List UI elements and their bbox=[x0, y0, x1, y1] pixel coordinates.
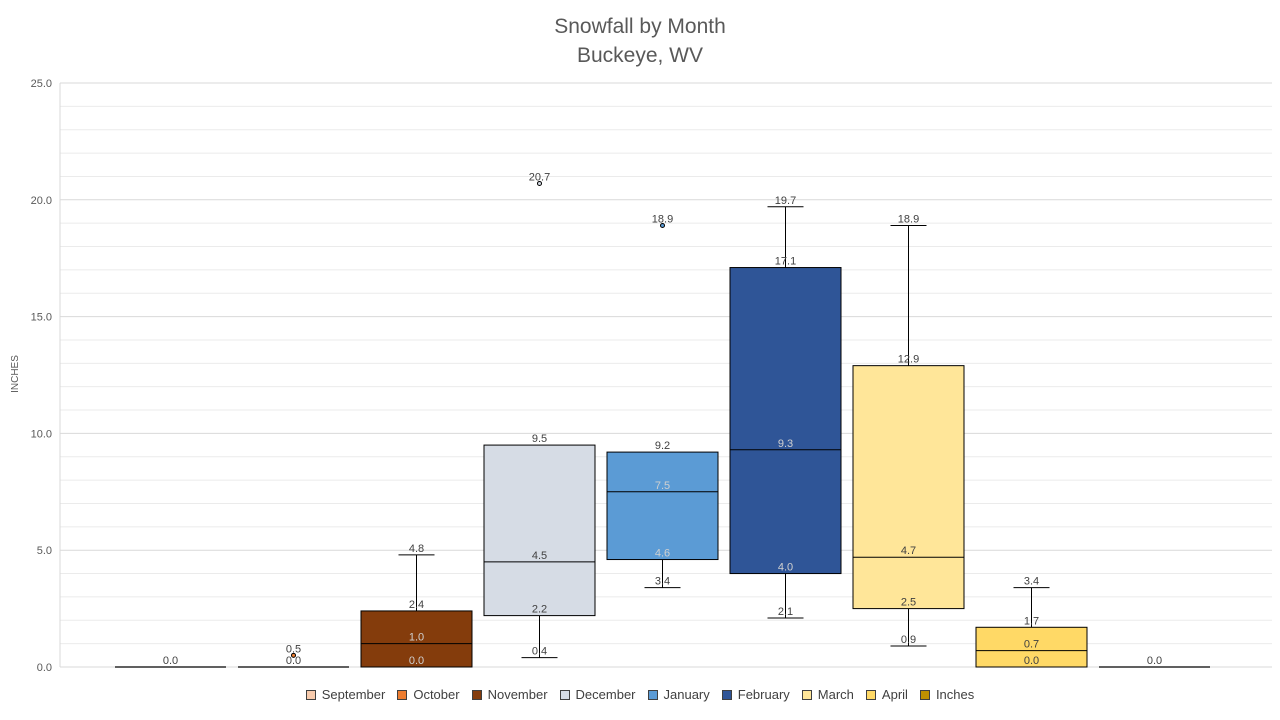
data-label: 0.9 bbox=[901, 634, 916, 646]
data-label: 18.9 bbox=[652, 213, 673, 225]
legend-label: Inches bbox=[935, 687, 975, 702]
data-label: 2.1 bbox=[778, 606, 793, 618]
data-label: 2.4 bbox=[409, 599, 424, 611]
box bbox=[360, 610, 473, 668]
data-label: 18.9 bbox=[898, 213, 919, 225]
box-group: 20.7 9.5 4.5 2.2 0.4 bbox=[483, 171, 596, 659]
data-label: 9.5 bbox=[532, 433, 547, 445]
data-label: 4.6 bbox=[655, 548, 670, 560]
chart-subtitle: Buckeye, WV bbox=[576, 44, 704, 67]
legend-item: January bbox=[647, 687, 710, 702]
data-label: 3.4 bbox=[655, 576, 670, 588]
y-tick-label: 10.0 bbox=[31, 428, 52, 440]
legend-label: January bbox=[663, 687, 710, 702]
data-label: 20.7 bbox=[529, 171, 550, 183]
data-label: 0.5 bbox=[286, 643, 301, 655]
data-label: 17.1 bbox=[775, 256, 796, 268]
legend-label: September bbox=[321, 687, 386, 702]
data-label: 4.5 bbox=[532, 550, 547, 562]
legend-item: April bbox=[865, 687, 908, 702]
data-label: 0.0 bbox=[1147, 655, 1162, 667]
box-group: 3.4 1.7 0.7 0.0 bbox=[975, 576, 1088, 668]
legend: September October November December January F… bbox=[0, 687, 1280, 702]
box bbox=[852, 365, 965, 610]
legend-item: November bbox=[471, 687, 548, 702]
outlier-point bbox=[537, 180, 542, 186]
legend-swatch bbox=[471, 689, 482, 700]
box-group: 0.0 bbox=[115, 655, 226, 668]
data-label: 3.4 bbox=[1024, 576, 1039, 588]
legend-swatch bbox=[647, 689, 658, 700]
data-label: 4.8 bbox=[409, 543, 424, 555]
chart-title: Snowfall by Month bbox=[554, 15, 726, 38]
box bbox=[975, 626, 1088, 668]
outlier-point bbox=[660, 222, 665, 228]
data-label: 19.7 bbox=[775, 195, 796, 207]
y-axis: 0.0 5.0 10.0 15.0 20.0 25.0 bbox=[31, 78, 52, 674]
boxes: 0.00.50.04.82.41.00.020.79.54.52.20.418.… bbox=[115, 171, 1210, 668]
box bbox=[729, 267, 842, 575]
legend-label: December bbox=[575, 687, 636, 702]
data-label: 7.5 bbox=[655, 480, 670, 492]
legend-swatch bbox=[305, 689, 316, 700]
box bbox=[483, 444, 596, 617]
box-group: 18.9 9.2 7.5 4.6 3.4 bbox=[606, 213, 719, 589]
data-label: 4.7 bbox=[901, 545, 916, 557]
data-label: 2.5 bbox=[901, 597, 916, 609]
legend-swatch bbox=[559, 689, 570, 700]
data-label: 1.7 bbox=[1024, 615, 1039, 627]
data-label: 4.0 bbox=[778, 562, 793, 574]
legend-item: September bbox=[305, 687, 386, 702]
box bbox=[606, 451, 719, 561]
box-group: 19.7 17.1 9.3 4.0 2.1 bbox=[729, 195, 842, 619]
data-label: 0.7 bbox=[1024, 639, 1039, 651]
legend-item: October bbox=[397, 687, 460, 702]
legend-label: November bbox=[487, 687, 548, 702]
box-group: 18.9 12.9 4.7 2.5 0.9 bbox=[852, 213, 965, 647]
legend-label: April bbox=[881, 687, 908, 702]
box-group: 4.8 2.4 1.0 0.0 bbox=[360, 543, 473, 668]
y-tick-label: 0.0 bbox=[37, 662, 52, 674]
y-tick-label: 25.0 bbox=[31, 78, 52, 90]
legend-label: March bbox=[817, 687, 854, 702]
legend-label: February bbox=[737, 687, 790, 702]
legend-swatch bbox=[721, 689, 732, 700]
legend-item: February bbox=[721, 687, 790, 702]
data-label: 9.3 bbox=[778, 438, 793, 450]
data-label: 1.0 bbox=[409, 632, 424, 644]
chart-title-block: Snowfall by Month Buckeye, WV bbox=[0, 12, 1280, 70]
legend-swatch bbox=[865, 689, 876, 700]
y-axis-label: INCHES bbox=[10, 355, 21, 393]
box-group: 0.0 bbox=[1099, 655, 1210, 668]
data-label: 0.0 bbox=[163, 655, 178, 667]
data-label: 0.0 bbox=[409, 655, 424, 667]
legend-swatch bbox=[801, 689, 812, 700]
y-tick-label: 5.0 bbox=[37, 545, 52, 557]
legend-label: October bbox=[413, 687, 460, 702]
legend-swatch bbox=[397, 689, 408, 700]
legend-swatch bbox=[919, 689, 930, 700]
data-label: 0.4 bbox=[532, 646, 547, 658]
legend-item: Inches bbox=[919, 687, 975, 702]
data-label: 9.2 bbox=[655, 440, 670, 452]
y-tick-label: 20.0 bbox=[31, 195, 52, 207]
legend-item: March bbox=[801, 687, 854, 702]
y-tick-label: 15.0 bbox=[31, 312, 52, 324]
data-label: 0.0 bbox=[1024, 655, 1039, 667]
box-group: 0.50.0 bbox=[238, 643, 349, 668]
data-label: 2.2 bbox=[532, 604, 547, 616]
data-label: 0.0 bbox=[286, 655, 301, 667]
outlier-point bbox=[291, 652, 296, 658]
legend-item: December bbox=[559, 687, 636, 702]
data-label: 12.9 bbox=[898, 354, 919, 366]
